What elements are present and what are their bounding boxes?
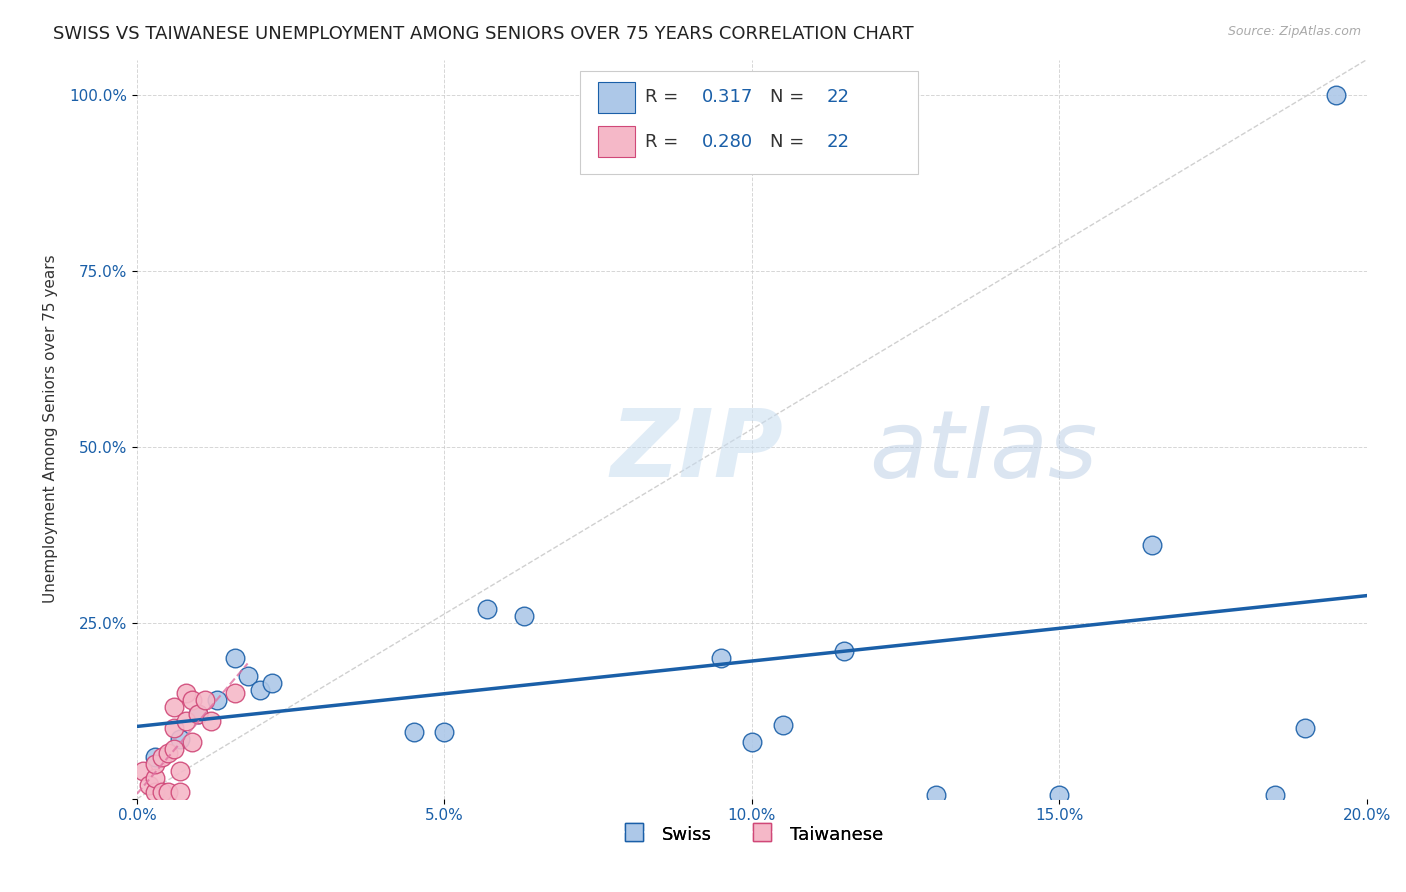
Point <box>156 785 179 799</box>
Point <box>174 686 197 700</box>
Point <box>169 731 191 746</box>
Point <box>163 700 186 714</box>
Point <box>194 693 217 707</box>
Point <box>236 668 259 682</box>
Point <box>169 785 191 799</box>
Text: ZIP: ZIP <box>610 405 783 498</box>
Point <box>205 693 228 707</box>
Point <box>1047 789 1070 803</box>
Point <box>741 735 763 749</box>
Text: 22: 22 <box>827 88 849 106</box>
Text: R =: R = <box>645 88 678 106</box>
Point <box>181 693 204 707</box>
Point <box>477 601 499 615</box>
Text: 0.317: 0.317 <box>702 88 752 106</box>
Point <box>224 686 246 700</box>
Point <box>772 718 794 732</box>
FancyBboxPatch shape <box>598 82 636 112</box>
FancyBboxPatch shape <box>579 70 918 174</box>
Point <box>163 722 186 736</box>
Point <box>145 771 167 785</box>
Point <box>187 707 209 722</box>
Text: N =: N = <box>770 133 804 151</box>
Text: 22: 22 <box>827 133 849 151</box>
Point <box>163 742 186 756</box>
Text: R =: R = <box>645 133 678 151</box>
Point <box>1294 722 1316 736</box>
Legend: Swiss, Taiwanese: Swiss, Taiwanese <box>613 816 890 853</box>
Point <box>181 735 204 749</box>
Point <box>145 756 167 771</box>
Point <box>1140 538 1163 552</box>
Point <box>187 707 209 722</box>
Point <box>224 651 246 665</box>
Point <box>710 651 733 665</box>
Text: SWISS VS TAIWANESE UNEMPLOYMENT AMONG SENIORS OVER 75 YEARS CORRELATION CHART: SWISS VS TAIWANESE UNEMPLOYMENT AMONG SE… <box>53 25 914 43</box>
Point <box>1264 789 1286 803</box>
Text: N =: N = <box>770 88 804 106</box>
Point <box>150 785 173 799</box>
Point <box>150 749 173 764</box>
Point <box>249 682 271 697</box>
Point <box>925 789 948 803</box>
Text: 0.280: 0.280 <box>702 133 752 151</box>
FancyBboxPatch shape <box>598 126 636 157</box>
Point <box>174 714 197 729</box>
Point <box>1324 87 1347 102</box>
Point <box>145 749 167 764</box>
Point <box>156 746 179 760</box>
Text: Source: ZipAtlas.com: Source: ZipAtlas.com <box>1227 25 1361 38</box>
Point <box>433 724 456 739</box>
Point <box>832 644 855 658</box>
Text: atlas: atlas <box>869 406 1097 497</box>
Point <box>169 764 191 778</box>
Point <box>132 764 155 778</box>
Point <box>402 724 425 739</box>
Point <box>513 608 536 623</box>
Point <box>138 778 160 792</box>
Y-axis label: Unemployment Among Seniors over 75 years: Unemployment Among Seniors over 75 years <box>44 255 58 604</box>
Point <box>145 785 167 799</box>
Point <box>262 675 284 690</box>
Point <box>200 714 222 729</box>
